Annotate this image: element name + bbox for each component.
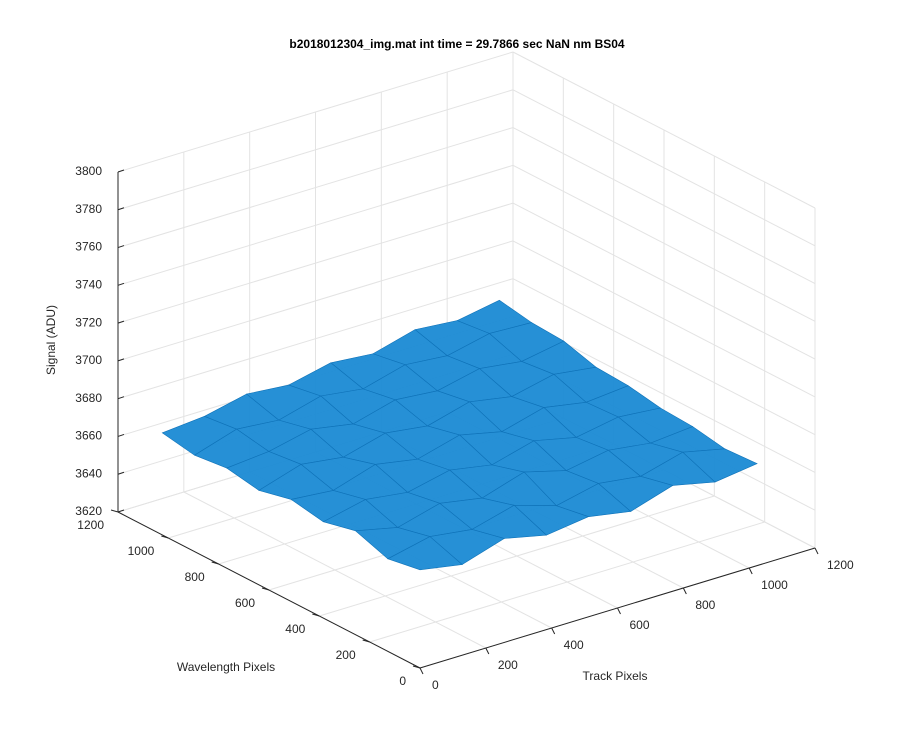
tick-mark	[551, 627, 556, 635]
tick-mark	[161, 535, 169, 539]
tick-mark	[117, 509, 125, 513]
tick-mark	[261, 587, 270, 591]
tick-mark	[117, 396, 125, 400]
tick-mark	[211, 561, 219, 565]
z-tick-label: 3720	[75, 315, 102, 329]
grid-line	[117, 202, 514, 324]
z-tick-label: 3620	[75, 504, 102, 518]
chart-title: b2018012304_img.mat int time = 29.7866 s…	[289, 37, 625, 51]
tick-mark	[748, 567, 753, 575]
x-tick-label: 600	[630, 618, 650, 632]
y-tick-label: 800	[185, 570, 205, 584]
y-axis-label: Wavelength Pixels	[177, 660, 275, 674]
z-tick-label: 3800	[75, 164, 102, 178]
tick-mark	[117, 358, 125, 362]
grid-line	[117, 164, 514, 286]
tick-mark	[485, 647, 490, 655]
x-tick-label: 1200	[827, 558, 854, 572]
tick-mark	[117, 433, 125, 437]
x-tick-label: 400	[564, 638, 584, 652]
y-tick-label: 0	[399, 674, 406, 688]
z-tick-label: 3780	[75, 202, 102, 216]
tick-mark	[117, 471, 125, 475]
z-tick-label: 3740	[75, 278, 102, 292]
tick-mark	[117, 207, 125, 211]
grid-line	[512, 278, 816, 436]
grid-line	[117, 89, 514, 211]
y-tick-label: 400	[285, 622, 305, 636]
tick-mark	[419, 667, 424, 675]
tick-mark	[814, 547, 819, 555]
tick-mark	[362, 639, 370, 643]
tick-mark	[117, 320, 125, 324]
grid-line	[117, 127, 514, 249]
y-tick-label: 1200	[77, 518, 104, 532]
x-tick-label: 200	[498, 658, 518, 672]
grid-line	[512, 164, 816, 322]
grid-line	[117, 240, 514, 362]
grid-line	[117, 51, 514, 173]
y-tick-label: 200	[336, 648, 356, 662]
grid-line	[512, 240, 816, 398]
tick-mark	[682, 587, 687, 595]
tick-mark	[110, 509, 119, 513]
grid-line	[512, 89, 816, 247]
tick-mark	[117, 169, 125, 173]
grid-line	[319, 495, 715, 617]
surface-patch	[387, 536, 463, 571]
z-axis-label: Signal (ADU)	[44, 305, 58, 375]
tick-mark	[117, 245, 125, 249]
x-tick-label: 1000	[761, 578, 788, 592]
grid-line	[512, 127, 816, 284]
x-tick-label: 800	[695, 598, 715, 612]
grid-line	[512, 202, 816, 360]
z-tick-label: 3760	[75, 240, 102, 254]
grid-line	[512, 51, 816, 209]
y-tick-label: 1000	[128, 544, 155, 558]
tick-mark	[312, 613, 320, 617]
z-tick-label: 3660	[75, 429, 102, 443]
z-tick-label: 3680	[75, 391, 102, 405]
tick-mark	[412, 665, 421, 669]
grid-line	[369, 521, 765, 643]
y-tick-label: 600	[235, 596, 255, 610]
tick-mark	[117, 282, 125, 286]
x-axis-label: Track Pixels	[583, 669, 648, 683]
z-tick-label: 3700	[75, 353, 102, 367]
x-tick-label: 0	[432, 678, 439, 692]
z-tick-label: 3640	[75, 466, 102, 480]
grid-line	[117, 278, 514, 400]
tick-mark	[617, 607, 621, 615]
